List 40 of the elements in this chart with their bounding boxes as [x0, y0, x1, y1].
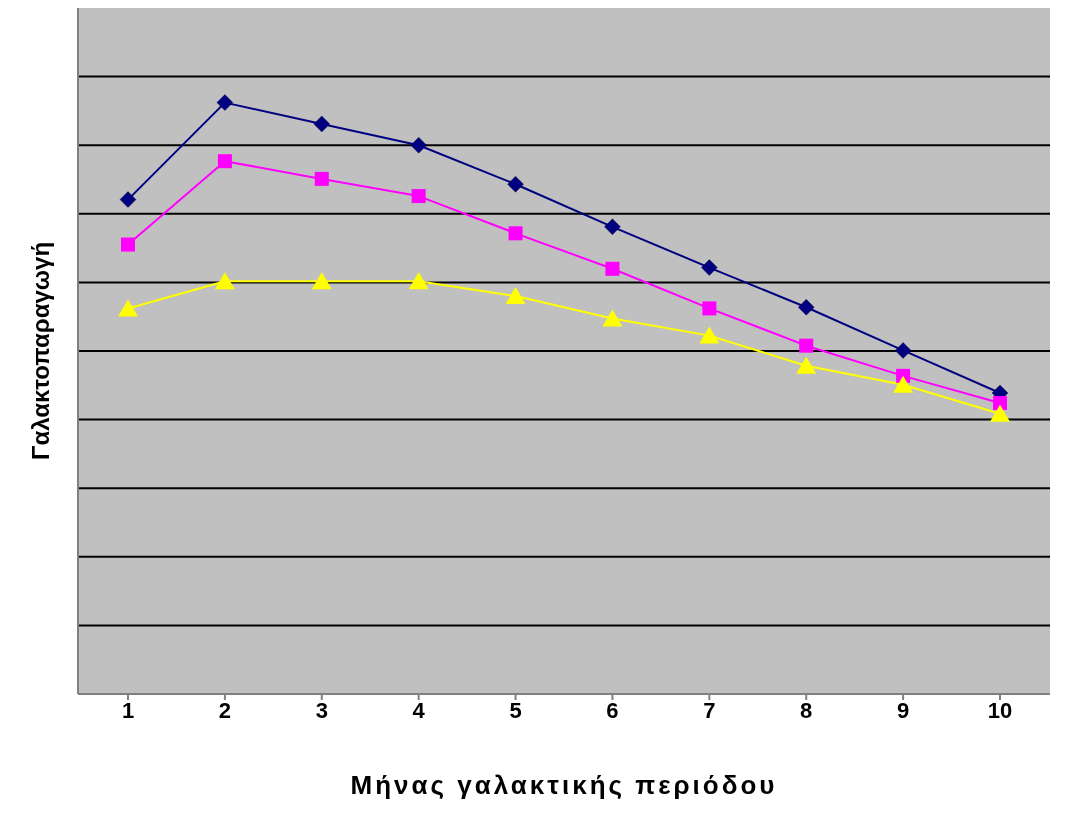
x-tick-label: 3 [315, 697, 328, 723]
x-tick-label: 1 [121, 697, 135, 723]
point [702, 301, 717, 316]
x-tick-label: 7 [703, 697, 716, 723]
point [216, 94, 234, 111]
x-tick-label: 4 [412, 697, 426, 723]
x-tick-label: 8 [800, 697, 813, 723]
point [408, 272, 429, 290]
x-axis-title: Μήνας γαλακτικής περιόδου [350, 770, 778, 800]
point [893, 375, 914, 393]
x-tick-label: 6 [606, 697, 619, 723]
point [119, 191, 137, 208]
point [699, 326, 720, 344]
point [993, 396, 1007, 411]
point [799, 338, 814, 353]
point [217, 154, 232, 169]
point [311, 272, 332, 290]
y-axis-title: Γαλακτοπαραγωγή [26, 241, 54, 461]
point [411, 189, 426, 204]
point [602, 309, 623, 327]
point [118, 299, 138, 317]
point [314, 171, 329, 186]
point [121, 237, 135, 252]
point [508, 226, 523, 241]
point [894, 342, 912, 359]
point [701, 259, 718, 276]
x-tick-label: 2 [218, 697, 232, 723]
point [505, 287, 526, 304]
x-tick-label: 5 [509, 697, 522, 723]
point [796, 356, 817, 374]
x-tick-label: 10 [987, 697, 1013, 723]
point [214, 272, 235, 290]
point [605, 261, 620, 276]
point [507, 176, 524, 193]
point [313, 115, 330, 133]
point [798, 299, 815, 316]
x-tick-label: 9 [896, 697, 910, 723]
point [410, 137, 427, 154]
point [604, 218, 621, 235]
point [990, 404, 1010, 422]
